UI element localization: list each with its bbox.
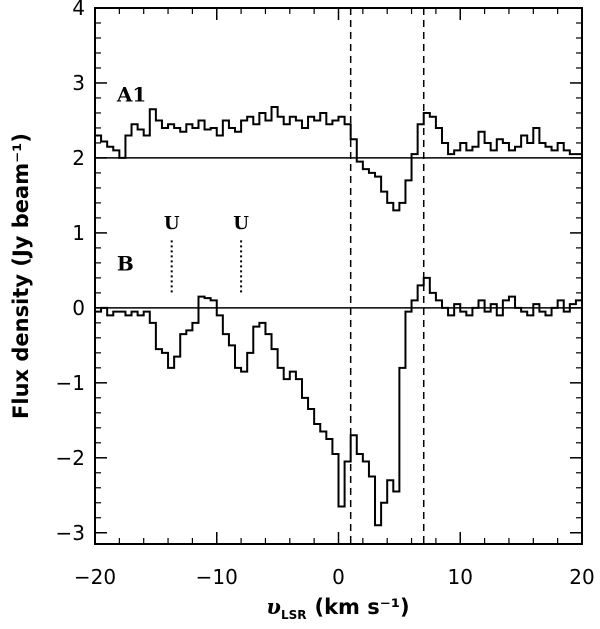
x-axis-label-main: υ <box>266 594 281 619</box>
y-tick-label: 3 <box>72 71 85 95</box>
x-tick-label: 0 <box>332 565 345 589</box>
x-axis-label: υLSR (km s⁻¹) <box>266 594 409 622</box>
panel-label-A1: A1 <box>116 83 146 107</box>
x-tick-label: 10 <box>448 565 473 589</box>
x-axis-label-sub: LSR <box>281 608 307 622</box>
marker-label-1: U <box>233 213 249 234</box>
y-tick-label: 0 <box>72 296 85 320</box>
x-tick-label: −10 <box>196 565 238 589</box>
x-tick-label: −20 <box>74 565 116 589</box>
series-A1-line <box>95 105 582 212</box>
marker-label-0: U <box>164 213 180 234</box>
y-axis-label: Flux density (Jy beam⁻¹) <box>9 133 33 419</box>
x-axis-label-units: (km s⁻¹) <box>314 595 409 619</box>
plot-frame <box>94 7 583 545</box>
y-tick-label: −1 <box>56 371 85 395</box>
y-tick-label: −2 <box>56 446 85 470</box>
panel-label-B: B <box>117 251 134 275</box>
x-tick-label: 20 <box>569 565 594 589</box>
y-tick-label: −3 <box>56 521 85 545</box>
y-tick-label: 2 <box>72 146 85 170</box>
y-tick-label: 1 <box>72 221 85 245</box>
y-tick-label: 4 <box>72 0 85 20</box>
plot-area: A1 B U U <box>95 8 582 544</box>
series-B-line <box>95 276 582 527</box>
